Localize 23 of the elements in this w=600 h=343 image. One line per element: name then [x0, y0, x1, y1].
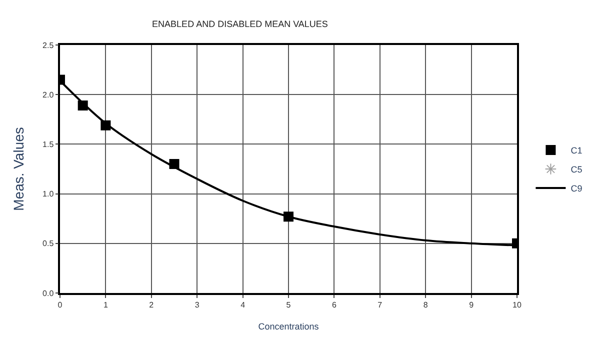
x-tick-label: 2 — [149, 300, 154, 310]
x-tick-label: 10 — [512, 300, 522, 310]
chart-title: ENABLED AND DISABLED MEAN VALUES — [152, 18, 328, 29]
y-tick-label: 0.5 — [42, 239, 54, 248]
y-tick-label: 2.5 — [42, 40, 54, 50]
y-tick-label: 1.0 — [42, 190, 54, 199]
legend-label: C9 — [570, 184, 582, 194]
x-tick-label: 3 — [194, 300, 200, 310]
legend-label: C1 — [570, 146, 582, 156]
x-tick-label: 9 — [469, 300, 474, 310]
x-tick-label: 8 — [423, 300, 428, 310]
y-tick-label: 0.0 — [42, 288, 54, 298]
x-tick-label: 0 — [58, 300, 63, 310]
legend-label: C5 — [570, 164, 582, 175]
y-axis-title: Meas. Values — [10, 127, 27, 211]
x-tick-label: 5 — [286, 300, 292, 310]
x-tick-label: 7 — [378, 300, 383, 310]
x-tick-label: 6 — [332, 300, 337, 310]
x-tick-label: 1 — [103, 300, 108, 310]
x-tick-label: 4 — [240, 300, 246, 310]
y-tick-label: 1.5 — [42, 140, 54, 149]
y-tick-label: 2.0 — [42, 90, 54, 100]
x-axis-title: Concentrations — [258, 322, 320, 332]
